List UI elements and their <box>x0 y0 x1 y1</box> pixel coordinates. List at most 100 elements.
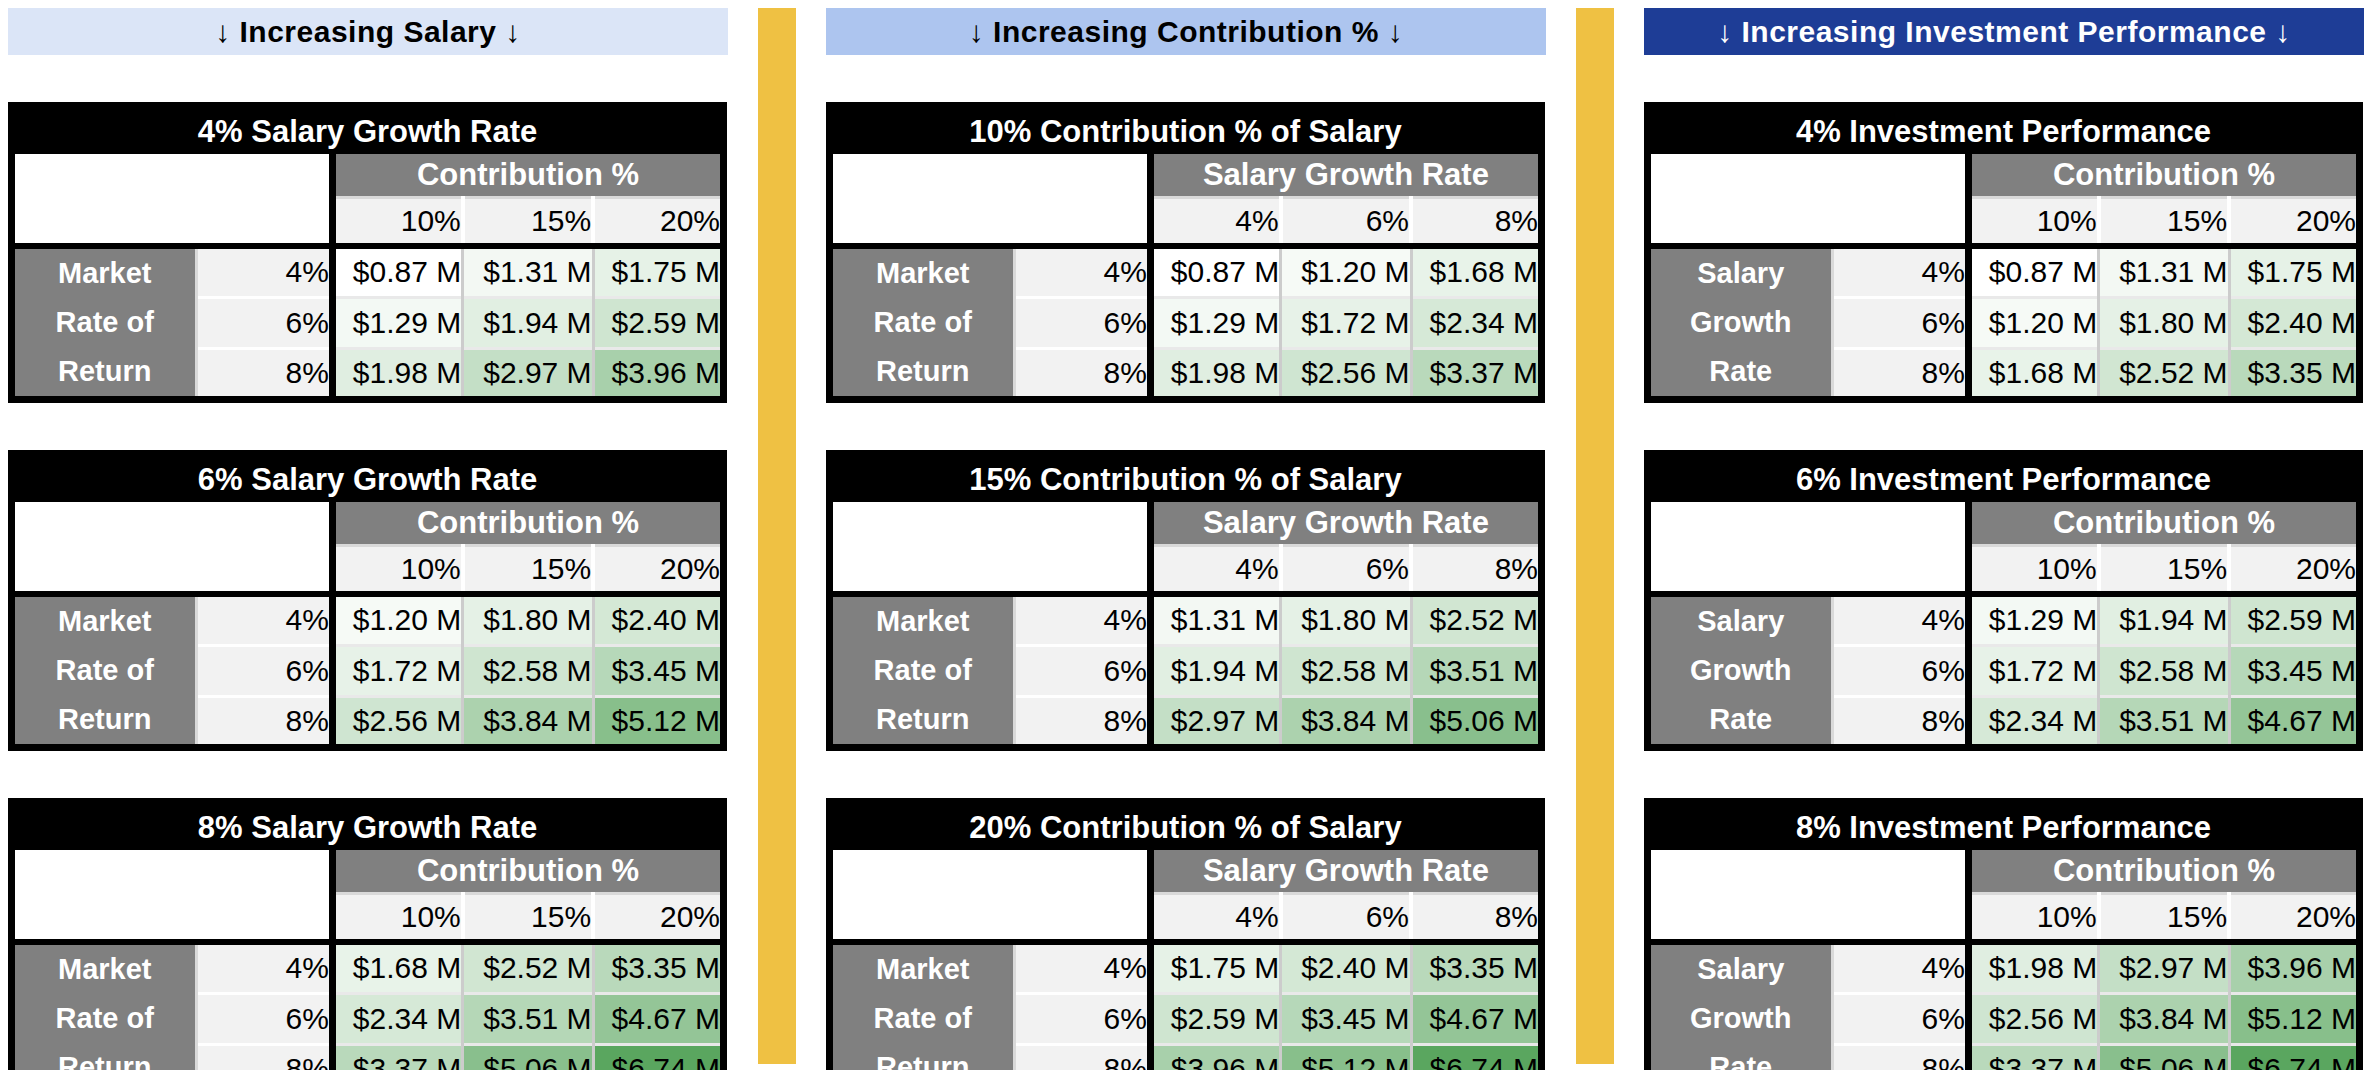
blank-corner-cell <box>1648 154 1969 246</box>
column-group-increasing-contribution: ↓ Increasing Contribution % ↓ 10% Contri… <box>826 8 1546 1070</box>
value-cell: $3.84 M <box>2099 993 2229 1044</box>
blank-corner-cell <box>830 154 1151 246</box>
column-tick-8: 8% <box>1411 546 1541 595</box>
banner-increasing-performance: ↓ Increasing Investment Performance ↓ <box>1644 8 2364 55</box>
value-cell: $6.74 M <box>1411 1044 1541 1070</box>
column-tick-15: 15% <box>463 546 593 595</box>
column-tick-4: 4% <box>1150 894 1280 943</box>
table-4-salary-growth-rate: 4% Salary Growth RateContribution %10%15… <box>8 102 727 403</box>
row-tick-6: 6% <box>1832 645 1968 696</box>
row-axis-line: Growth <box>1651 994 1831 1043</box>
row-axis-header: SalaryGrowthRate <box>1648 942 1833 1070</box>
row-tick-4: 4% <box>1832 246 1968 297</box>
row-tick-6: 6% <box>196 297 332 348</box>
row-tick-8: 8% <box>1014 696 1150 747</box>
value-cell: $4.67 M <box>1411 993 1541 1044</box>
value-cell: $1.68 M <box>1411 246 1541 297</box>
row-tick-8: 8% <box>1832 348 1968 399</box>
column-tick-10: 10% <box>1968 198 2098 247</box>
column-axis-header: Contribution % <box>332 850 723 894</box>
table-stack-contribution: 10% Contribution % of SalarySalary Growt… <box>826 102 1546 1070</box>
column-tick-15: 15% <box>463 894 593 943</box>
table-8-salary-growth-rate: 8% Salary Growth RateContribution %10%15… <box>8 798 727 1070</box>
row-tick-4: 4% <box>196 594 332 645</box>
column-tick-8: 8% <box>1411 198 1541 247</box>
column-tick-20: 20% <box>593 546 723 595</box>
value-cell: $3.51 M <box>2099 696 2229 747</box>
value-cell: $3.96 M <box>1150 1044 1280 1070</box>
row-axis-line: Salary <box>1651 249 1831 298</box>
row-axis-line: Return <box>15 347 195 396</box>
value-cell: $4.67 M <box>2229 696 2359 747</box>
value-cell: $1.94 M <box>2099 594 2229 645</box>
value-cell: $1.29 M <box>1150 297 1280 348</box>
value-cell: $2.40 M <box>1281 942 1411 993</box>
value-cell: $1.98 M <box>332 348 462 399</box>
value-cell: $1.94 M <box>463 297 593 348</box>
value-cell: $3.45 M <box>593 645 723 696</box>
column-axis-header: Contribution % <box>1968 502 2359 546</box>
value-cell: $3.96 M <box>2229 942 2359 993</box>
value-cell: $1.80 M <box>2099 297 2229 348</box>
value-cell: $2.58 M <box>2099 645 2229 696</box>
row-axis-line: Market <box>833 945 1013 994</box>
value-cell: $1.31 M <box>463 246 593 297</box>
row-axis-header: MarketRate ofReturn <box>12 246 197 400</box>
value-cell: $2.56 M <box>1281 348 1411 399</box>
value-cell: $2.52 M <box>463 942 593 993</box>
value-cell: $6.74 M <box>2229 1044 2359 1070</box>
row-tick-4: 4% <box>196 246 332 297</box>
value-cell: $2.58 M <box>1281 645 1411 696</box>
value-cell: $1.31 M <box>2099 246 2229 297</box>
value-cell: $3.35 M <box>593 942 723 993</box>
column-tick-8: 8% <box>1411 894 1541 943</box>
value-cell: $3.84 M <box>463 696 593 747</box>
value-cell: $1.72 M <box>1281 297 1411 348</box>
value-cell: $1.20 M <box>1968 297 2098 348</box>
column-tick-6: 6% <box>1281 894 1411 943</box>
row-axis-line: Market <box>15 249 195 298</box>
value-cell: $3.37 M <box>1411 348 1541 399</box>
value-cell: $1.29 M <box>1968 594 2098 645</box>
row-axis-header: MarketRate ofReturn <box>830 942 1015 1070</box>
value-cell: $3.45 M <box>2229 645 2359 696</box>
row-axis-line: Return <box>833 1043 1013 1070</box>
row-tick-8: 8% <box>1014 1044 1150 1070</box>
row-axis-line: Rate of <box>15 298 195 347</box>
row-tick-6: 6% <box>196 993 332 1044</box>
row-axis-line: Growth <box>1651 298 1831 347</box>
table-title: 6% Investment Performance <box>1648 454 2360 503</box>
table-stack-performance: 4% Investment Performance Contribution % 1… <box>1644 102 2364 1070</box>
row-axis-line: Rate of <box>833 298 1013 347</box>
value-cell: $2.34 M <box>1411 297 1541 348</box>
row-tick-6: 6% <box>1832 993 1968 1044</box>
value-cell: $1.75 M <box>2229 246 2359 297</box>
column-tick-15: 15% <box>2099 198 2229 247</box>
value-cell: $5.06 M <box>463 1044 593 1070</box>
table-title: 4% Investment Performance <box>1648 106 2360 155</box>
banner-label: ↓ Increasing Investment Performance ↓ <box>1717 15 2291 48</box>
row-axis-line: Rate of <box>833 646 1013 695</box>
row-axis-line: Rate <box>1651 695 1831 744</box>
value-cell: $2.56 M <box>1968 993 2098 1044</box>
value-cell: $3.51 M <box>1411 645 1541 696</box>
column-tick-20: 20% <box>2229 894 2359 943</box>
table-6-salary-growth-rate: 6% Salary Growth RateContribution %10%15… <box>8 450 727 751</box>
column-tick-10: 10% <box>332 198 462 247</box>
value-cell: $2.40 M <box>2229 297 2359 348</box>
value-cell: $3.51 M <box>463 993 593 1044</box>
column-axis-header: Contribution % <box>332 502 723 546</box>
column-tick-6: 6% <box>1281 546 1411 595</box>
blank-corner-cell <box>12 850 333 942</box>
value-cell: $2.59 M <box>1150 993 1280 1044</box>
blank-corner-cell <box>1648 502 1969 594</box>
table-4-investment-performance: 4% Investment PerformanceContribution %1… <box>1644 102 2363 403</box>
value-cell: $5.12 M <box>593 696 723 747</box>
table-10-contribution-of-salary: 10% Contribution % of SalarySalary Growt… <box>826 102 1545 403</box>
row-axis-line: Market <box>833 249 1013 298</box>
value-cell: $1.72 M <box>332 645 462 696</box>
table-stack-salary: 4% Salary Growth RateContribution %10%15… <box>8 102 728 1070</box>
row-axis-line: Rate <box>1651 1043 1831 1070</box>
value-cell: $5.06 M <box>1411 696 1541 747</box>
column-tick-15: 15% <box>2099 894 2229 943</box>
